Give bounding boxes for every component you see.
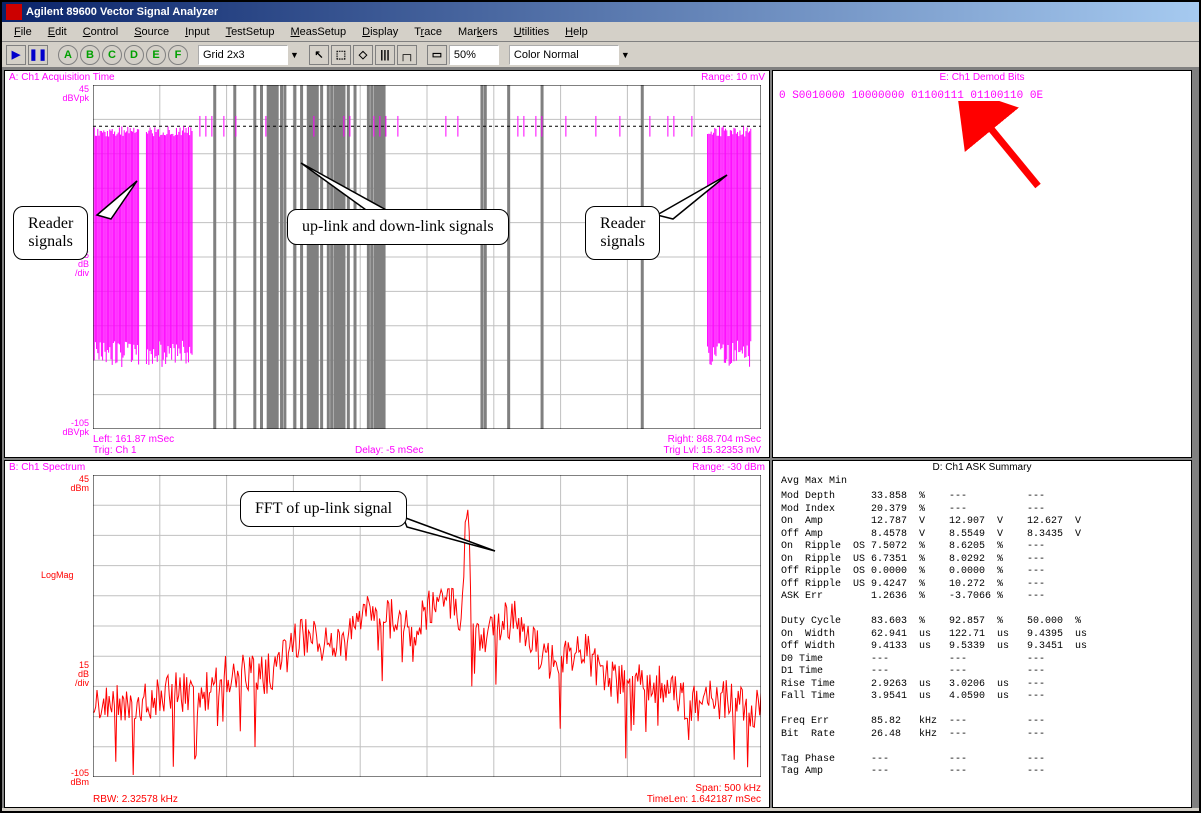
color-mode-select[interactable] [509,45,619,65]
content-grid: A: Ch1 Acquisition Time Range: 10 mV 45d… [2,68,1199,808]
menu-control[interactable]: Control [75,24,126,40]
panel-d-title: D: Ch1 ASK Summary [933,462,1032,473]
menu-utilities[interactable]: Utilities [506,24,557,40]
panel-b-header: B: Ch1 Spectrum Range: -30 dBm [5,461,769,474]
panel-b-logmag: LogMag [41,571,74,580]
trace-f-button[interactable]: F [168,45,188,65]
red-arrow-icon [953,101,1063,211]
callout-reader-right: Reader signals [585,206,660,260]
summary-table: Mod Depth 33.858 % --- --- Mod Index 20.… [773,487,1191,783]
panel-b-footer-left: RBW: 2.32578 kHz [93,794,178,805]
panel-b-ytop: 45dBm [65,475,89,493]
menu-display[interactable]: Display [354,24,406,40]
trace-d-button[interactable]: D [124,45,144,65]
menu-trace[interactable]: Trace [406,24,450,40]
panel-e-title: E: Ch1 Demod Bits [939,72,1024,83]
menu-testsetup[interactable]: TestSetup [218,24,283,40]
callout-fft: FFT of up-link signal [240,491,407,527]
panel-a-footer-triglvl: Trig Lvl: 15.32353 mV [664,445,761,456]
toolbar: ▶ ❚❚ A B C D E F ▼ ↖ ⬚ ◇ ||| ┌┐ ▭ ▼ [2,42,1199,68]
panel-a-chart [93,85,761,429]
select-button[interactable]: ⬚ [331,45,351,65]
trace-b-button[interactable]: B [80,45,100,65]
panel-a-title: A: Ch1 Acquisition Time [9,72,115,83]
play-button[interactable]: ▶ [6,45,26,65]
window-title: Agilent 89600 Vector Signal Analyzer [26,6,218,18]
panel-a-ytop: 45dBVpk [61,85,89,103]
menu-help[interactable]: Help [557,24,596,40]
menu-markers[interactable]: Markers [450,24,506,40]
step-button[interactable]: ┌┐ [397,45,417,65]
panel-spectrum: B: Ch1 Spectrum Range: -30 dBm 45dBm Log… [4,460,770,808]
panel-e-header: E: Ch1 Demod Bits [773,71,1191,84]
menu-meassetup[interactable]: MeasSetup [282,24,354,40]
trace-a-button[interactable]: A [58,45,78,65]
callout-uplink-downlink: up-link and down-link signals [287,209,509,245]
callout-reader-left: Reader signals [13,206,88,260]
trace-c-button[interactable]: C [102,45,122,65]
summary-headers: Avg Max Min [773,474,1191,487]
panel-d-header: D: Ch1 ASK Summary [773,461,1191,474]
panel-a-footer-delay: Delay: -5 mSec [355,445,423,456]
panel-ask-summary: D: Ch1 ASK Summary Avg Max Min Mod Depth… [772,460,1192,808]
panel-b-range: Range: -30 dBm [692,462,765,473]
panel-b-footer-span: Span: 500 kHz [695,783,761,794]
panel-a-footer-right: Right: 868.704 mSec [668,434,761,445]
menu-bar: File Edit Control Source Input TestSetup… [2,22,1199,42]
menu-source[interactable]: Source [126,24,177,40]
panel-demod-bits: E: Ch1 Demod Bits 0 S0010000 10000000 01… [772,70,1192,458]
zoom-button[interactable]: ▭ [427,45,447,65]
panel-b-ybot: -105dBm [57,769,89,787]
panel-acquisition-time: A: Ch1 Acquisition Time Range: 10 mV 45d… [4,70,770,458]
zoom-input[interactable] [449,45,499,65]
panel-b-title: B: Ch1 Spectrum [9,462,85,473]
trace-e-button[interactable]: E [146,45,166,65]
menu-input[interactable]: Input [177,24,217,40]
panel-a-footer-trig: Trig: Ch 1 [93,445,137,456]
panel-a-header: A: Ch1 Acquisition Time Range: 10 mV [5,71,769,84]
panel-a-footer-left: Left: 161.87 mSec [93,434,174,445]
panel-b-footer-timelen: TimeLen: 1.642187 mSec [647,794,761,805]
title-bar: Agilent 89600 Vector Signal Analyzer [2,2,1199,22]
panel-a-range: Range: 10 mV [701,72,765,83]
panel-a-ybot: -105dBVpk [53,419,89,437]
cursor-button[interactable]: ↖ [309,45,329,65]
marker-button[interactable]: ◇ [353,45,373,65]
panel-b-ymid: 15 dB /div [67,661,89,688]
vbars-button[interactable]: ||| [375,45,395,65]
menu-edit[interactable]: Edit [40,24,75,40]
app-icon [6,4,22,20]
menu-file[interactable]: File [6,24,40,40]
pause-button[interactable]: ❚❚ [28,45,48,65]
grid-mode-select[interactable] [198,45,288,65]
